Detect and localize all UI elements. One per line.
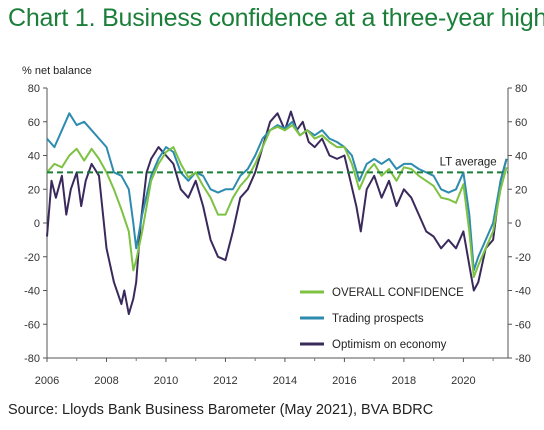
x-tick-label: 2014 <box>273 375 297 387</box>
x-ticks: 2006 2008 2010 2012 2014 2016 2018 2020 <box>35 358 494 387</box>
y-tick-label-left: -80 <box>24 353 40 365</box>
y-ticks-left: 80 60 40 20 0 -20 -40 -60 -80 <box>24 83 47 365</box>
series-line-overall <box>46 124 508 278</box>
y-tick-label-right: 40 <box>515 151 527 163</box>
y-tick-label-left: -40 <box>24 286 40 298</box>
chart-canvas: % net balance 80 60 40 20 0 -20 -40 -60 -80 80 60… <box>22 65 531 387</box>
y-tick-label-right: -20 <box>515 252 531 264</box>
x-tick-label: 2010 <box>154 375 178 387</box>
y-axis-label: % net balance <box>22 65 92 77</box>
y-tick-label-right: -40 <box>515 286 531 298</box>
y-tick-label-right: -80 <box>515 353 531 365</box>
legend-label-optimism: Optimism on economy <box>332 339 447 351</box>
y-tick-label-left: -60 <box>24 319 40 331</box>
chart-title: Chart 1. Business confidence at a three-… <box>8 4 544 32</box>
x-tick-label: 2020 <box>451 375 475 387</box>
y-tick-label-right: -60 <box>515 319 531 331</box>
y-tick-label-right: 0 <box>515 218 521 230</box>
lt-average: LT average <box>47 156 508 174</box>
chart-source: Source: Lloyds Bank Business Barometer (… <box>8 402 434 418</box>
x-tick-label: 2012 <box>213 375 237 387</box>
x-tick-label: 2018 <box>392 375 416 387</box>
series-line-trading <box>46 112 508 272</box>
series-line-optimism <box>46 110 508 316</box>
legend: OVERALL CONFIDENCE Trading prospects Optim… <box>300 287 464 351</box>
axes <box>46 88 509 359</box>
y-tick-label-left: -20 <box>24 252 40 264</box>
y-tick-label-left: 80 <box>28 83 40 95</box>
legend-label-trading: Trading prospects <box>332 313 424 325</box>
x-tick-label: 2006 <box>35 375 59 387</box>
y-tick-label-right: 60 <box>515 117 527 129</box>
y-tick-label-left: 0 <box>34 218 40 230</box>
y-tick-label-left: 20 <box>28 184 40 196</box>
y-tick-label-right: 80 <box>515 83 527 95</box>
y-ticks-right: 80 60 40 20 0 -20 -40 -60 -80 <box>508 83 531 365</box>
x-tick-label: 2008 <box>94 375 118 387</box>
y-tick-label-right: 20 <box>515 184 527 196</box>
y-tick-label-left: 60 <box>28 117 40 129</box>
x-tick-label: 2016 <box>332 375 356 387</box>
legend-label-overall: OVERALL CONFIDENCE <box>332 287 464 299</box>
series-lines <box>46 110 508 316</box>
lt-average-label: LT average <box>440 156 497 168</box>
y-tick-label-left: 40 <box>28 151 40 163</box>
